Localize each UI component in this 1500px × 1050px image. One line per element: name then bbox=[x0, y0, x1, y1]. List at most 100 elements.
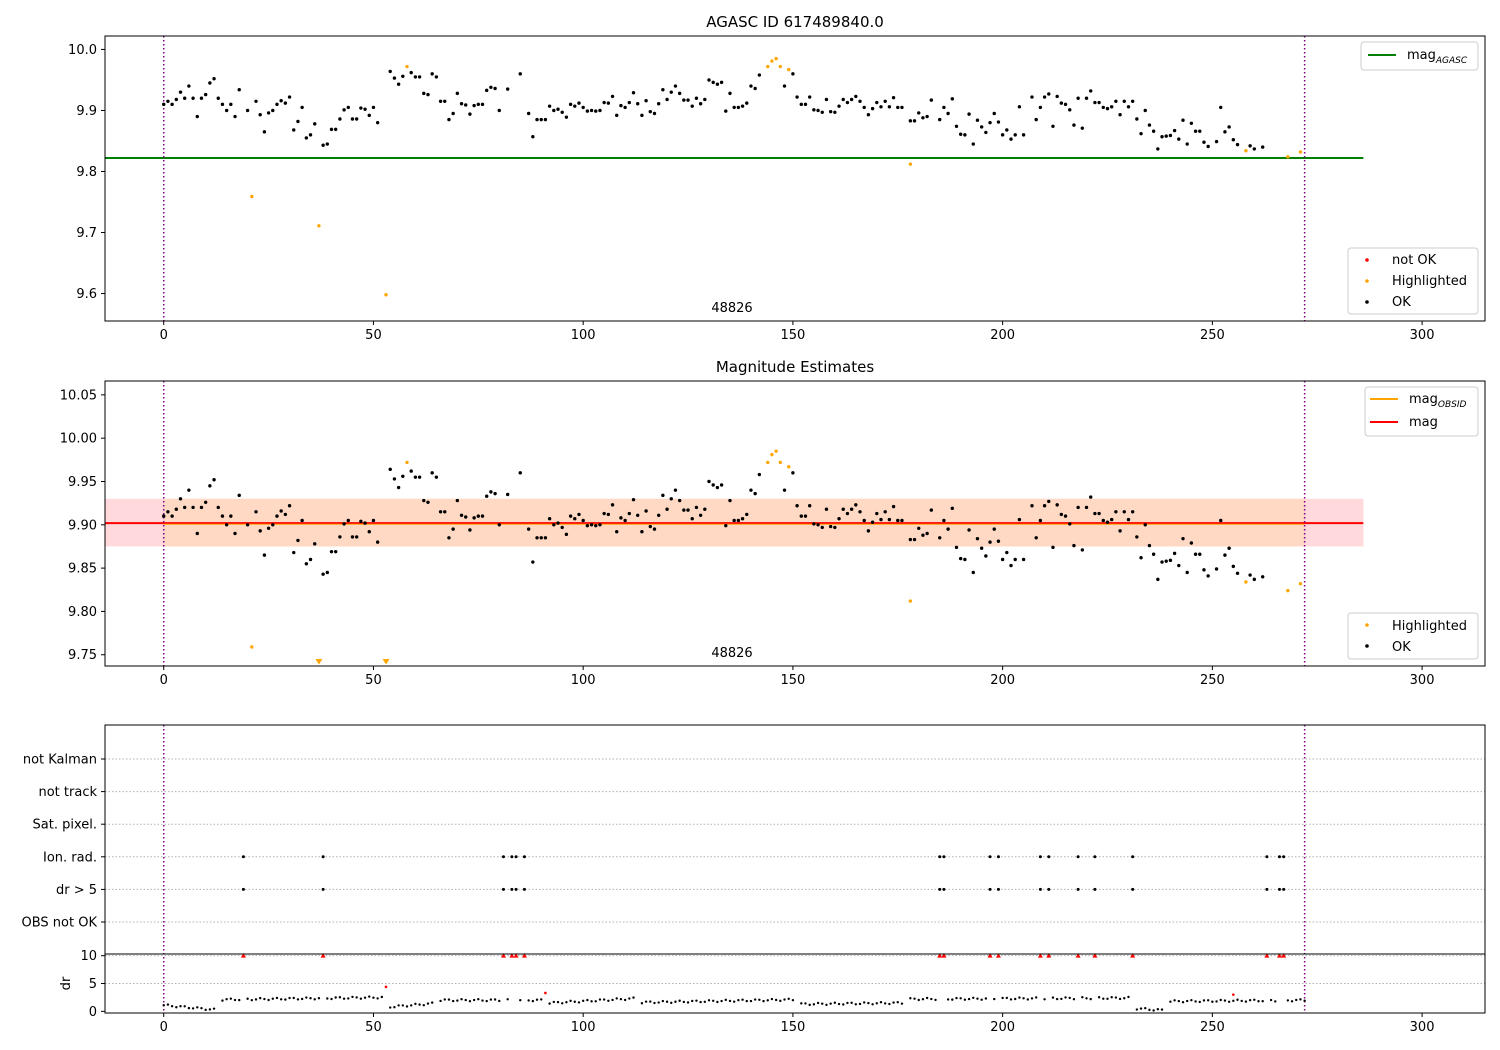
point-ok bbox=[816, 108, 820, 113]
agasc-obsid-annotation: 48826 bbox=[711, 301, 752, 316]
flag-point bbox=[1277, 855, 1281, 859]
point-ok bbox=[1181, 118, 1185, 122]
magest-point-ok bbox=[1223, 553, 1227, 557]
point-ok bbox=[464, 103, 468, 107]
highlighted-legend-marker bbox=[1365, 279, 1369, 283]
point-ok bbox=[178, 90, 183, 94]
magest-point-ok bbox=[594, 523, 598, 528]
agasc-ytick-label-9.6: 9.6 bbox=[76, 287, 97, 302]
point-ok bbox=[497, 108, 501, 113]
flag-point bbox=[510, 855, 514, 859]
dr-point bbox=[812, 1003, 816, 1006]
dr-point bbox=[766, 999, 769, 1002]
point-ok bbox=[795, 95, 799, 99]
dr-point bbox=[829, 1002, 832, 1005]
dr-clipped-marker bbox=[1281, 953, 1287, 958]
dr-point bbox=[414, 1002, 417, 1006]
magest-point-ok bbox=[233, 531, 237, 536]
point-ok bbox=[1084, 96, 1089, 100]
magest-legend-points-box bbox=[1347, 612, 1479, 660]
point-ok bbox=[300, 105, 304, 110]
magest-point-ok bbox=[413, 475, 418, 479]
flag-point bbox=[1038, 855, 1042, 859]
point-ok bbox=[975, 118, 980, 122]
magest-point-ok bbox=[1005, 550, 1009, 555]
dr-point bbox=[842, 1003, 845, 1006]
highlighted-legend-label: Highlighted bbox=[1392, 274, 1467, 289]
magest-point-ok bbox=[1139, 556, 1143, 560]
flag-point bbox=[1265, 887, 1269, 891]
point-ok bbox=[828, 109, 833, 114]
point-ok bbox=[485, 88, 489, 93]
dr-point bbox=[1257, 1000, 1260, 1003]
dr-point bbox=[644, 1000, 648, 1003]
dr-point bbox=[305, 996, 308, 999]
magest-point-ok bbox=[602, 511, 606, 516]
flag-point bbox=[1076, 855, 1080, 859]
dr-point bbox=[376, 997, 379, 1000]
point-ok bbox=[799, 102, 803, 107]
magest-point-ok bbox=[304, 562, 309, 566]
point-ok bbox=[354, 117, 359, 121]
dr-point bbox=[1102, 997, 1105, 1000]
dr-point bbox=[586, 998, 589, 1002]
magest-point-ok bbox=[975, 536, 980, 541]
dr-point bbox=[783, 998, 786, 1001]
point-ok bbox=[224, 108, 229, 113]
magest-point-ok bbox=[803, 514, 808, 518]
flag-point bbox=[1093, 855, 1097, 859]
point-ok bbox=[229, 102, 233, 107]
magest-point-ok bbox=[791, 471, 795, 475]
point-ok bbox=[925, 114, 929, 119]
dr-clipped-marker bbox=[1092, 953, 1098, 958]
dr-point bbox=[1303, 999, 1306, 1002]
dr-point bbox=[623, 998, 627, 1002]
point-ok bbox=[870, 106, 875, 111]
magest-ytick-label-9.85: 9.85 bbox=[68, 562, 97, 577]
dr-point bbox=[770, 997, 774, 1001]
dr-point bbox=[581, 999, 585, 1003]
magest-point-ok bbox=[996, 539, 1001, 543]
point-ok bbox=[556, 107, 560, 111]
point-ok bbox=[736, 105, 741, 110]
dr-point bbox=[401, 1004, 405, 1007]
flag-point bbox=[241, 887, 245, 891]
dr-point bbox=[443, 998, 446, 1001]
magest-point-ok bbox=[1009, 563, 1013, 568]
point-ok bbox=[455, 91, 460, 96]
magest-point-ok bbox=[841, 507, 845, 511]
dr-point bbox=[170, 1005, 174, 1008]
magest-point-ok bbox=[329, 549, 334, 554]
magest-ytick-label-10.05: 10.05 bbox=[60, 388, 97, 403]
flag-point bbox=[1131, 887, 1135, 891]
point-ok bbox=[971, 142, 975, 146]
point-ok bbox=[694, 96, 699, 100]
point-ok bbox=[1219, 105, 1223, 110]
point-ok bbox=[644, 98, 648, 103]
dr-point bbox=[1022, 997, 1025, 1000]
dr-point bbox=[628, 997, 631, 1000]
magest-point-ok bbox=[1214, 567, 1219, 571]
magest-point-ok bbox=[1097, 511, 1101, 516]
point-ok bbox=[740, 104, 745, 108]
magest-point-ok bbox=[333, 549, 338, 554]
dr-point bbox=[535, 998, 539, 1001]
dr-point bbox=[389, 1006, 392, 1009]
magest-point-ok bbox=[1160, 560, 1164, 564]
point-ok bbox=[1051, 124, 1055, 129]
magest-point-ok bbox=[174, 507, 179, 511]
dr-point bbox=[762, 999, 765, 1003]
dr-point bbox=[451, 999, 455, 1003]
point-ok bbox=[1206, 144, 1210, 149]
dr-point bbox=[1051, 996, 1055, 999]
dr-point bbox=[716, 1000, 719, 1004]
point-ok bbox=[887, 105, 892, 109]
dr-point bbox=[707, 999, 711, 1002]
magest-point-ok bbox=[1017, 517, 1022, 522]
dr-point bbox=[1081, 996, 1084, 999]
magest-point-ok bbox=[703, 507, 707, 511]
dr-point bbox=[279, 998, 283, 1001]
flag-point bbox=[1093, 887, 1097, 891]
magest-point-highlighted bbox=[250, 645, 254, 649]
point-ok bbox=[1059, 101, 1064, 105]
